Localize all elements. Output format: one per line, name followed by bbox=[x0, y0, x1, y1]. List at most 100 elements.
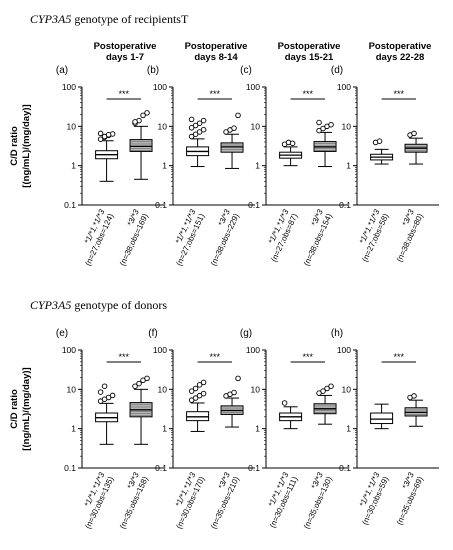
x-category-label-group: *1/*1,*1/*3(n=27;obs=124) bbox=[83, 208, 116, 268]
panel-title-line: days 1-7 bbox=[106, 52, 144, 63]
outlier-point bbox=[97, 130, 104, 137]
significance-label: *** bbox=[394, 89, 405, 99]
significance-label: *** bbox=[303, 352, 314, 362]
outlier-point bbox=[144, 375, 150, 382]
y-tick-label: 0.1 bbox=[339, 463, 351, 473]
significance-label: *** bbox=[210, 352, 221, 362]
donors-title-gene: CYP3A5 bbox=[30, 298, 72, 312]
box-2 bbox=[404, 393, 428, 427]
y-tick-label: 100 bbox=[246, 82, 260, 92]
x-category-label-group: *1/*1,*1/*3(n=30;obs=135) bbox=[83, 471, 116, 531]
y-tick-label: 1 bbox=[346, 424, 351, 434]
iqr-box bbox=[186, 411, 210, 422]
y-tick-label: 100 bbox=[62, 82, 76, 92]
y-tick-label: 100 bbox=[62, 345, 76, 355]
panel-letter: (a) bbox=[56, 65, 68, 76]
y-tick-label: 0.1 bbox=[155, 200, 167, 210]
outlier-point bbox=[192, 385, 199, 392]
panel-title-line: Postoperative bbox=[185, 41, 248, 52]
panel-title-line: Postoperative bbox=[278, 41, 341, 52]
panel-letter: (f) bbox=[148, 328, 157, 339]
outlier-point bbox=[188, 133, 195, 140]
outlier-point bbox=[200, 390, 207, 397]
outlier-point bbox=[200, 126, 207, 133]
x-category-label-group: *1/*1,*1/*3(n=30;obs=111) bbox=[267, 471, 300, 530]
x-category-label-group: *3/*3(n=38;obs=80) bbox=[395, 208, 425, 264]
box-2 bbox=[129, 375, 153, 445]
box-1 bbox=[186, 116, 210, 168]
outlier-point bbox=[196, 129, 203, 135]
recipients-title-rest: genotype of recipientsT bbox=[71, 12, 189, 26]
panel-g: (g) 0.1 1 10 100 *** *1/*1,*1/*3(n=30;obs=111)… bbox=[240, 328, 348, 530]
outlier-point bbox=[320, 125, 326, 132]
y-axis-label-line1: C/D ratio bbox=[9, 389, 20, 429]
box-1 bbox=[370, 138, 394, 165]
recipients-section-title: CYP3A5 genotype of recipientsT bbox=[30, 12, 188, 27]
panel-letter: (e) bbox=[56, 328, 68, 339]
y-axis-label-row-2: C/D ratio [(ng/mL)/(mg/day)] bbox=[9, 367, 32, 450]
box-1 bbox=[186, 379, 210, 432]
y-tick-label: 1 bbox=[71, 424, 76, 434]
y-axis-label-line2: [(ng/mL)/(mg/day)] bbox=[21, 367, 32, 450]
outlier-point bbox=[105, 132, 112, 138]
y-axis-label-line1: C/D ratio bbox=[9, 126, 20, 166]
y-tick-label: 0.1 bbox=[248, 200, 260, 210]
outlier-point bbox=[235, 112, 241, 119]
panel-letter: (g) bbox=[240, 328, 252, 339]
panel-letter: (h) bbox=[331, 328, 343, 339]
outlier-point bbox=[235, 375, 241, 382]
x-category-label-group: *1/*1,*1/*3(n=30;obs=170) bbox=[174, 471, 207, 531]
box-1 bbox=[95, 383, 119, 445]
y-tick-label: 100 bbox=[337, 82, 351, 92]
panel-h: (h) 0.1 1 10 100 *** *1/*1,*1/*3(n=30;obs=59) *… bbox=[331, 328, 439, 526]
outlier-point bbox=[231, 125, 237, 131]
outlier-point bbox=[132, 383, 138, 389]
outlier-point bbox=[316, 119, 322, 126]
y-tick-label: 1 bbox=[162, 424, 167, 434]
panel-title-line: Postoperative bbox=[94, 41, 157, 52]
y-tick-label: 1 bbox=[162, 161, 167, 171]
y-axis-label-line2: [(ng/mL)/(mg/day)] bbox=[21, 104, 32, 187]
outlier-point bbox=[328, 121, 334, 128]
x-category-label-group: *1/*1,*1/*3(n=27;obs=151) bbox=[174, 208, 207, 268]
outlier-point bbox=[411, 130, 417, 137]
outlier-point bbox=[328, 383, 334, 389]
x-category-label-group: *1/*1,*1/*3(n=27;obs=87) bbox=[267, 208, 300, 264]
y-tick-label: 100 bbox=[337, 345, 351, 355]
outlier-point bbox=[97, 389, 104, 395]
x-category-label-group: *3/*3(n=35;obs=69) bbox=[395, 471, 425, 527]
y-tick-label: 10 bbox=[67, 121, 77, 131]
y-tick-label: 10 bbox=[158, 384, 168, 394]
box-2 bbox=[220, 375, 244, 428]
y-tick-label: 10 bbox=[251, 121, 261, 131]
outlier-point bbox=[200, 117, 207, 124]
outlier-point bbox=[136, 380, 142, 387]
outlier-point bbox=[101, 383, 108, 389]
y-tick-label: 0.1 bbox=[248, 463, 260, 473]
iqr-box bbox=[129, 139, 153, 152]
significance-label: *** bbox=[210, 89, 221, 99]
significance-label: *** bbox=[119, 89, 130, 99]
y-tick-label: 0.1 bbox=[64, 463, 76, 473]
box-1 bbox=[279, 400, 303, 430]
y-tick-label: 10 bbox=[67, 384, 77, 394]
outlier-point bbox=[196, 382, 203, 388]
y-tick-label: 0.1 bbox=[339, 200, 351, 210]
panel-title-line: Postoperative bbox=[369, 41, 432, 52]
y-tick-label: 100 bbox=[246, 345, 260, 355]
box-2 bbox=[313, 119, 337, 168]
box-1 bbox=[279, 139, 303, 167]
panel-e: (e) 0.1 1 10 100 *** *1/*1,*1/*3(n=30;obs=135)… bbox=[56, 328, 164, 530]
outlier-point bbox=[192, 395, 199, 401]
significance-label: *** bbox=[394, 352, 405, 362]
box-2 bbox=[220, 112, 244, 169]
box-1 bbox=[370, 403, 394, 430]
y-tick-label: 1 bbox=[255, 424, 260, 434]
panel-title-line: days 22-28 bbox=[376, 52, 425, 63]
outlier-point bbox=[140, 112, 146, 119]
box-1 bbox=[95, 130, 119, 182]
y-tick-label: 0.1 bbox=[64, 200, 76, 210]
